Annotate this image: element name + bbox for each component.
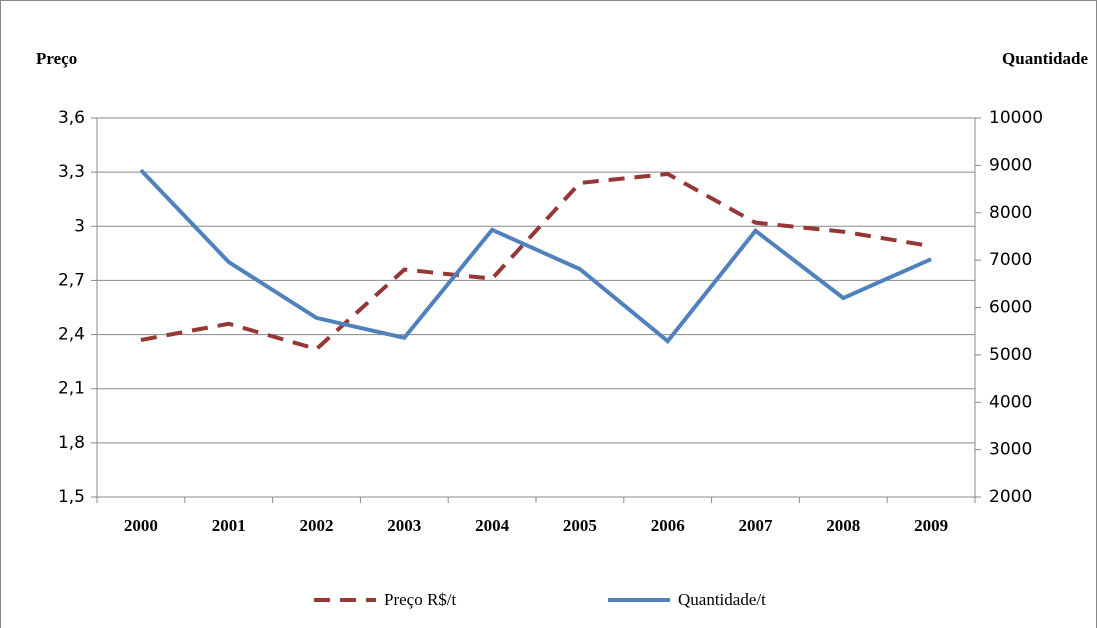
y2-tick-label: 3000 [989, 440, 1032, 460]
y2-tick-label: 8000 [989, 203, 1032, 223]
x-tick-label: 2002 [300, 516, 334, 535]
x-tick-label: 2000 [124, 516, 158, 535]
legend-label: Preço R$/t [384, 590, 457, 609]
x-tick-label: 2008 [826, 516, 860, 535]
y-tick-label: 1,8 [58, 433, 85, 453]
y2-tick-label: 6000 [989, 298, 1032, 318]
y-tick-label: 2,4 [58, 325, 85, 345]
y2-tick-label: 10000 [989, 108, 1043, 128]
x-tick-label: 2009 [914, 516, 948, 535]
x-tick-label: 2003 [387, 516, 421, 535]
x-tick-label: 2005 [563, 516, 597, 535]
series-line [139, 168, 932, 344]
y2-tick-label: 4000 [989, 392, 1032, 412]
y2-tick-label: 7000 [989, 250, 1032, 270]
y-tick-label: 3 [74, 216, 85, 236]
x-tick-label: 2004 [475, 516, 510, 535]
y2-tick-label: 9000 [989, 155, 1032, 175]
y-tick-label: 3,6 [58, 108, 85, 128]
y-tick-label: 1,5 [58, 487, 85, 507]
y2-tick-label: 5000 [989, 345, 1032, 365]
legend-label: Quantidade/t [678, 590, 766, 609]
series-line [140, 171, 932, 352]
x-tick-label: 2001 [212, 516, 246, 535]
y2-axis-title: Quantidade [1002, 49, 1088, 68]
y-axis-title: Preço [36, 49, 77, 68]
x-tick-label: 2007 [739, 516, 774, 535]
y-tick-label: 3,3 [58, 162, 85, 182]
x-tick-label: 2006 [651, 516, 685, 535]
y2-tick-label: 2000 [989, 487, 1032, 507]
y-tick-label: 2,7 [58, 270, 85, 290]
y-tick-label: 2,1 [58, 379, 85, 399]
